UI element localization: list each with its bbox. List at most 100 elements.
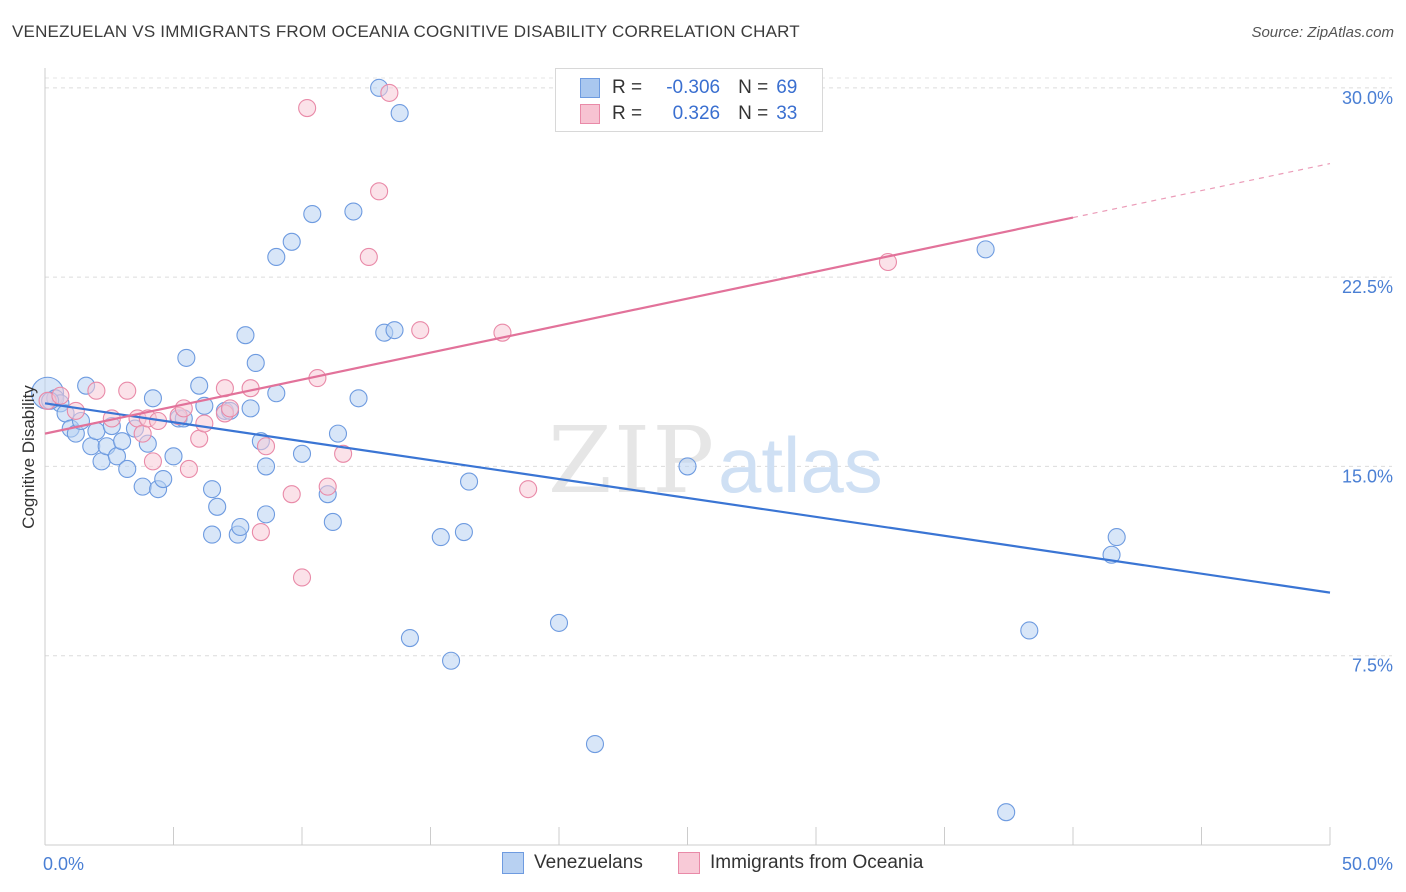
point-venezuelans — [549, 613, 569, 632]
trend-oceania — [44, 216, 1074, 435]
point-oceania — [256, 437, 276, 456]
legend-r-label: R = — [612, 77, 643, 98]
legend-row-venezuelans: R = -0.306 N = 69 — [580, 76, 797, 100]
point-venezuelans — [256, 457, 276, 476]
point-oceania — [251, 522, 270, 542]
grid-layer — [45, 77, 1392, 657]
point-oceania — [190, 429, 209, 448]
point-venezuelans — [236, 326, 255, 345]
point-venezuelans — [190, 376, 209, 395]
point-venezuelans — [400, 628, 419, 648]
point-oceania — [118, 381, 137, 400]
point-venezuelans — [118, 459, 137, 479]
legend-swatch-oceania — [580, 104, 600, 124]
legend-n-value: 33 — [776, 103, 798, 124]
point-venezuelans — [349, 389, 368, 408]
trend-layer — [44, 162, 1331, 594]
point-oceania — [318, 477, 337, 496]
point-venezuelans — [323, 512, 342, 532]
point-oceania — [143, 452, 162, 471]
axis-layer — [44, 68, 1331, 846]
point-oceania — [179, 459, 198, 479]
legend-n-label: N = — [738, 77, 769, 98]
point-venezuelans — [459, 472, 479, 491]
y-axis-title: Cognitive Disability — [19, 385, 38, 529]
point-venezuelans — [976, 240, 995, 259]
point-oceania — [380, 83, 399, 102]
point-venezuelans — [208, 497, 227, 516]
bottom-legend-venezuelans: Venezuelans — [502, 852, 643, 874]
point-oceania — [195, 414, 214, 433]
bottom-legend-swatch-venezuelans — [502, 852, 524, 874]
point-venezuelans — [454, 522, 473, 542]
point-venezuelans — [431, 528, 450, 547]
point-oceania — [282, 485, 301, 504]
point-venezuelans — [246, 353, 265, 373]
legend-r-value: 0.326 — [672, 103, 721, 124]
point-venezuelans — [133, 477, 152, 496]
points-layer — [31, 78, 1126, 822]
point-venezuelans — [154, 469, 173, 489]
chart-source: Source: ZipAtlas.com — [1251, 24, 1394, 41]
legend-r-value: -0.306 — [666, 77, 721, 98]
watermark-atlas: atlas — [718, 421, 883, 509]
point-venezuelans — [267, 247, 286, 267]
point-venezuelans — [92, 452, 111, 471]
point-venezuelans — [385, 321, 404, 340]
watermark: ZIP atlas — [548, 407, 883, 514]
point-oceania — [519, 480, 538, 499]
point-venezuelans — [177, 348, 196, 367]
x-tick-label: 50.0% — [1342, 854, 1393, 874]
x-tick-label: 0.0% — [43, 854, 84, 874]
point-venezuelans — [292, 444, 312, 463]
point-venezuelans — [344, 202, 363, 221]
point-venezuelans — [303, 204, 322, 224]
point-oceania — [66, 401, 85, 420]
bottom-legend-label-oceania: Immigrants from Oceania — [710, 852, 924, 873]
point-venezuelans — [1020, 621, 1039, 640]
point-oceania — [334, 444, 353, 463]
point-venezuelans — [997, 803, 1016, 822]
point-oceania — [133, 424, 152, 443]
trend-oceania-extension — [1072, 162, 1331, 219]
point-venezuelans — [256, 505, 276, 524]
point-venezuelans — [585, 734, 605, 754]
y-tick-label: 30.0% — [1342, 88, 1393, 108]
point-venezuelans — [328, 424, 348, 443]
point-oceania — [51, 386, 70, 405]
point-oceania — [220, 399, 240, 418]
legend-swatch-venezuelans — [580, 78, 600, 98]
point-venezuelans — [390, 104, 409, 123]
legend-n-value: 69 — [776, 77, 798, 98]
point-oceania — [298, 98, 317, 118]
point-venezuelans — [678, 457, 697, 476]
point-venezuelans — [231, 517, 250, 537]
point-venezuelans — [113, 432, 132, 451]
point-venezuelans — [203, 525, 222, 544]
y-tick-label: 22.5% — [1342, 277, 1393, 297]
y-tick-label: 7.5% — [1352, 656, 1393, 676]
legend-r-label: R = — [612, 103, 643, 124]
point-venezuelans — [143, 389, 162, 408]
point-venezuelans — [82, 437, 101, 456]
bottom-legend-swatch-oceania — [678, 852, 700, 874]
trend-venezuelans — [44, 402, 1331, 594]
legend-row-oceania: R = 0.326 N = 33 — [580, 102, 797, 126]
point-venezuelans — [1107, 528, 1126, 547]
stats-legend: R = -0.306 N = 69 R = 0.326 N = 33 — [555, 68, 823, 132]
bottom-legend-oceania: Immigrants from Oceania — [678, 852, 923, 874]
legend-n-label: N = — [738, 103, 769, 124]
point-oceania — [87, 381, 106, 400]
point-venezuelans — [442, 651, 461, 670]
point-oceania — [359, 247, 378, 267]
point-oceania — [292, 568, 312, 587]
point-oceania — [411, 321, 430, 340]
point-venezuelans — [203, 480, 222, 499]
y-tick-label: 15.0% — [1342, 466, 1393, 486]
chart-title: VENEZUELAN VS IMMIGRANTS FROM OCEANIA CO… — [12, 22, 800, 41]
point-venezuelans — [164, 447, 183, 466]
point-venezuelans — [282, 232, 301, 251]
bottom-legend-label-venezuelans: Venezuelans — [534, 852, 643, 873]
label-layer: 7.5% 15.0% 22.5% 30.0% 0.0% 50.0% — [43, 88, 1393, 874]
